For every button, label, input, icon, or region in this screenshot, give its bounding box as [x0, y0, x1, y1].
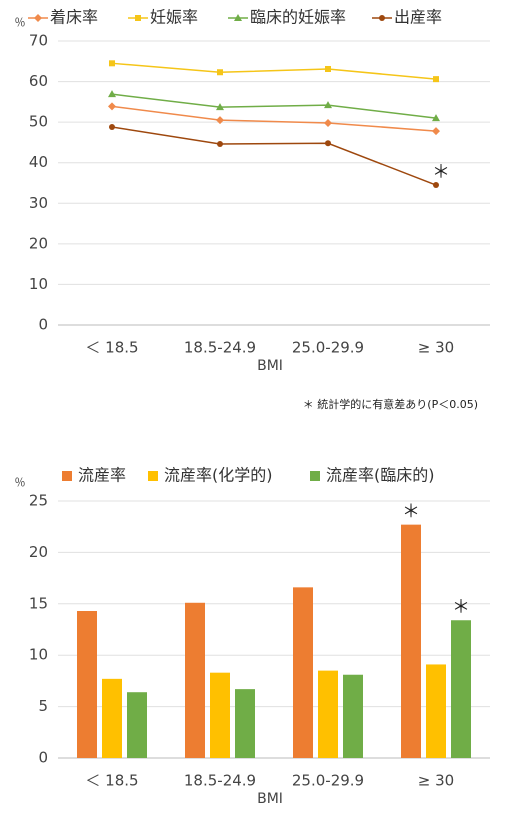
bar	[185, 602, 205, 758]
marker	[433, 76, 439, 83]
legend-swatch	[62, 471, 72, 481]
y-tick-label: 20	[29, 543, 48, 561]
marker	[325, 65, 331, 72]
marker	[109, 60, 115, 67]
x-tick-label: 25.0-29.9	[292, 339, 364, 357]
x-tick-label: 25.0-29.9	[292, 772, 364, 790]
legend-label: 流産率	[78, 466, 126, 485]
line	[111, 93, 437, 119]
marker	[217, 69, 223, 76]
legend-label: 臨床的妊娠率	[250, 8, 346, 27]
note: ＊ 統計学的に有意差あり(P＜0.05)	[303, 397, 478, 411]
y-tick-label: 0	[38, 316, 48, 334]
line	[111, 62, 437, 80]
y-axis-label: ％	[15, 16, 26, 29]
marker	[325, 140, 331, 147]
marker	[433, 182, 439, 189]
marker	[432, 114, 440, 122]
bar	[343, 674, 363, 758]
marker	[108, 90, 116, 98]
y-tick-label: 25	[29, 492, 48, 510]
bar	[426, 664, 446, 758]
marker	[135, 15, 141, 21]
marker	[216, 116, 224, 125]
marker	[34, 14, 42, 22]
line	[111, 105, 437, 132]
y-tick-label: 70	[29, 32, 48, 50]
marker	[234, 14, 242, 21]
marker	[432, 127, 440, 136]
x-tick-label: 18.5-24.9	[184, 772, 256, 790]
y-tick-label: 10	[29, 275, 48, 293]
x-tick-label: ＜ 18.5	[85, 772, 138, 790]
marker	[216, 103, 224, 111]
bar	[77, 610, 97, 758]
legend-label: 妊娠率	[150, 8, 198, 27]
legend-label: 流産率(臨床的)	[326, 466, 435, 485]
bar	[318, 670, 338, 758]
marker	[379, 15, 385, 21]
bar	[127, 692, 147, 758]
bar	[451, 620, 471, 758]
marker	[217, 141, 223, 148]
y-tick-label: 40	[29, 153, 48, 171]
annotation: ＊	[402, 502, 420, 523]
x-tick-label: ＜ 18.5	[85, 339, 138, 357]
legend-swatch	[148, 471, 158, 481]
x-tick-label: ≥ 30	[418, 772, 454, 790]
bar	[401, 524, 421, 758]
marker	[108, 102, 116, 111]
y-tick-label: 60	[29, 72, 48, 90]
marker	[109, 124, 115, 131]
legend-swatch	[310, 471, 320, 481]
y-tick-label: 0	[38, 749, 48, 767]
legend-label: 着床率	[50, 8, 98, 27]
y-tick-label: 20	[29, 234, 48, 252]
y-axis-label: ％	[15, 476, 26, 489]
x-axis-label: BMI	[257, 791, 283, 807]
bar	[102, 678, 122, 758]
marker	[324, 101, 332, 109]
x-axis-label: BMI	[257, 358, 283, 374]
bar	[235, 689, 255, 758]
marker	[324, 118, 332, 127]
y-tick-label: 15	[29, 594, 48, 612]
y-tick-label: 10	[29, 646, 48, 664]
y-tick-label: 5	[38, 697, 48, 715]
legend-label: 流産率(化学的)	[164, 466, 273, 485]
x-tick-label: ≥ 30	[418, 339, 454, 357]
x-tick-label: 18.5-24.9	[184, 339, 256, 357]
y-tick-label: 30	[29, 194, 48, 212]
annotation: ＊	[432, 162, 450, 183]
bar	[210, 672, 230, 758]
annotation: ＊	[452, 597, 470, 618]
line	[111, 126, 437, 186]
legend-label: 出産率	[394, 8, 442, 27]
bar	[293, 587, 313, 758]
y-tick-label: 50	[29, 113, 48, 131]
